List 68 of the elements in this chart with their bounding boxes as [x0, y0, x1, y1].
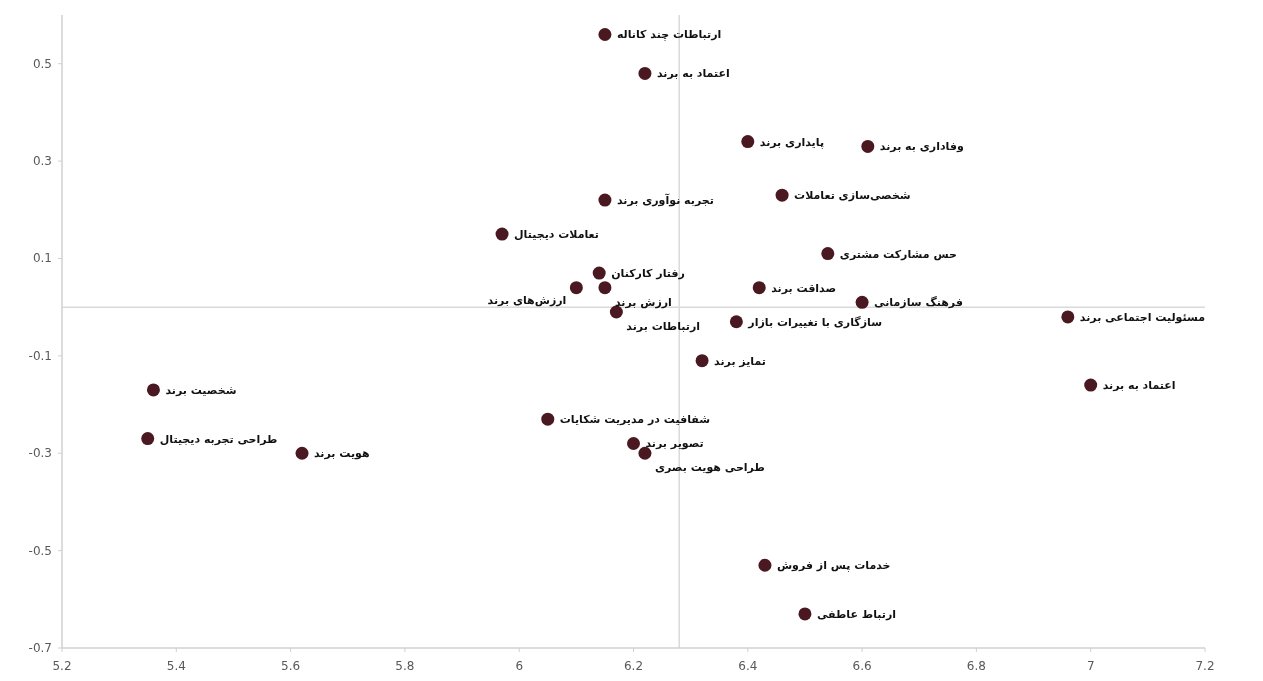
point: [1084, 378, 1098, 392]
annotation: ارتباطات چند کاناله: [616, 28, 722, 42]
annotation: شخصی‌سازی تعاملات: [794, 189, 911, 203]
annotation: وفاداری به برند: [879, 140, 964, 154]
annotation: تمایز برند: [714, 354, 766, 368]
point: [638, 66, 652, 80]
annotation: شخصیت برند: [165, 383, 237, 397]
point: [1061, 310, 1075, 324]
annotation: تصویر برند: [645, 437, 704, 451]
point: [598, 281, 612, 295]
y-tick-label: -0.5: [28, 543, 52, 558]
y-tick-label: 0.3: [32, 154, 52, 169]
annotation: سازگاری با تغییرات بازار: [747, 315, 883, 329]
point: [598, 27, 612, 41]
annotation: رفتار کارکنان: [611, 267, 685, 281]
annotation: اعتماد به برند: [656, 67, 730, 81]
annotation: تعاملات دیجیتال: [514, 228, 599, 242]
point: [758, 558, 772, 572]
point: [627, 436, 640, 450]
annotation: طراحی هویت بصری: [654, 461, 765, 475]
annotation: تجربه نوآوری برند: [616, 193, 714, 208]
point: [598, 193, 612, 207]
x-tick-label: 6.8: [966, 659, 986, 673]
annotation: هویت برند: [314, 447, 370, 461]
point: [752, 281, 766, 295]
y-tick-label: 0.1: [32, 251, 52, 266]
point: [855, 295, 869, 309]
point: [569, 281, 583, 295]
annotation: ارتباطات برند: [626, 320, 701, 334]
y-tick-label: -0.7: [28, 641, 52, 655]
annotation: طراحی تجربه دیجیتال: [159, 432, 278, 446]
point: [798, 607, 812, 621]
annotation: حس مشارکت مشتری: [839, 247, 957, 261]
x-tick-label: 7.2: [1195, 659, 1215, 673]
point: [541, 412, 555, 426]
point: [775, 188, 789, 202]
x-tick-label: 5.2: [52, 659, 72, 673]
point: [861, 139, 875, 153]
x-tick-label: 6.4: [738, 659, 758, 673]
point: [295, 446, 309, 460]
annotation: اعتماد به برند: [1102, 379, 1176, 393]
y-tick-label: -0.3: [28, 446, 52, 461]
annotation: ارتباط عاطفی: [816, 607, 897, 621]
point: [695, 354, 709, 368]
point: [146, 383, 160, 397]
y-tick-label: 0.5: [32, 56, 52, 71]
x-tick-label: 5.4: [166, 659, 186, 673]
annotation: خدمات پس از فروش: [776, 559, 891, 573]
annotation: پایداری برند: [759, 135, 825, 149]
point: [592, 266, 606, 280]
point: [495, 227, 509, 241]
annotation: مسئولیت اجتماعی برند: [1079, 310, 1205, 324]
point: [741, 135, 755, 149]
annotation: شفافیت در مدیریت شکایات: [559, 413, 711, 427]
point: [141, 432, 155, 446]
x-tick-label: 6: [515, 659, 524, 673]
x-tick-label: 6.2: [623, 659, 644, 673]
annotation: صداقت برند: [771, 281, 837, 295]
x-tick-label: 5.6: [281, 659, 301, 673]
point: [729, 315, 743, 329]
x-tick-label: 6.6: [852, 659, 872, 673]
annotation: ارزش برند: [614, 295, 672, 309]
x-tick-label: 7: [1086, 659, 1095, 673]
x-tick-label: 5.8: [395, 659, 415, 673]
point: [821, 247, 835, 261]
annotation: ارزش‌های برند: [487, 293, 567, 307]
y-tick-label: -0.1: [28, 348, 52, 363]
annotation: فرهنگ سازمانی: [874, 295, 963, 310]
